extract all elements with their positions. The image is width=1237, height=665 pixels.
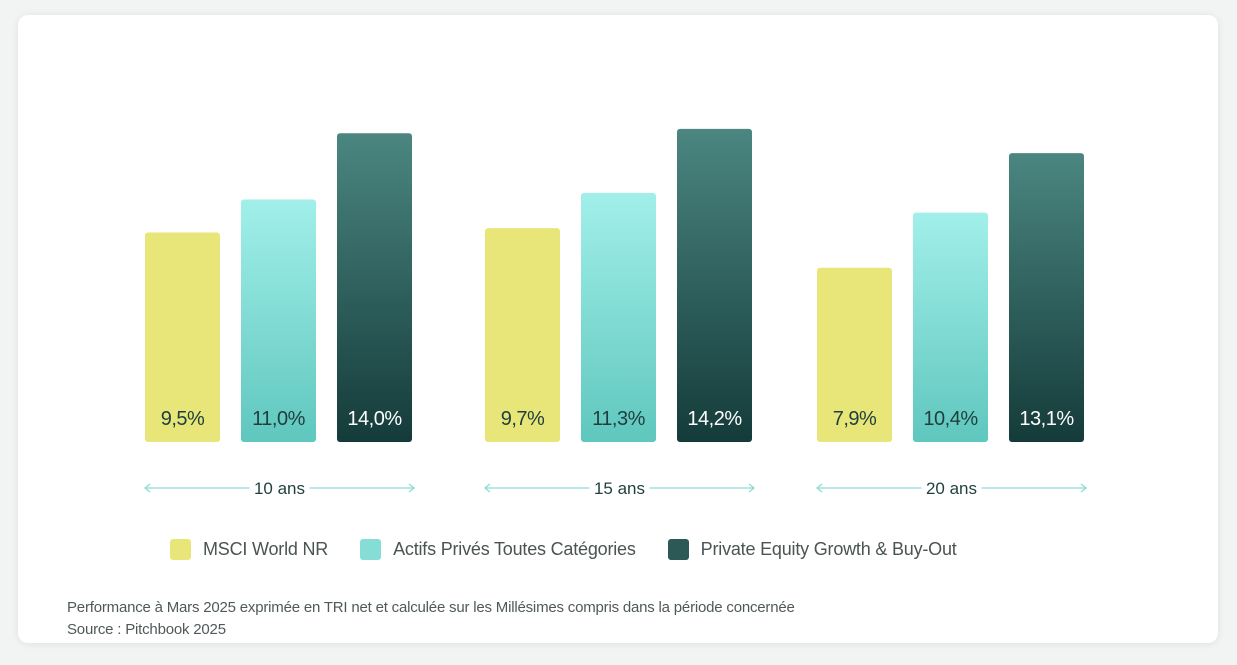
bar-private-equity-growth-buy-out-20-ans — [1009, 153, 1084, 442]
bar-label-msci-world-nr-20-ans: 7,9% — [833, 408, 877, 430]
bar-actifs-prives-toutes-categories-10-ans — [241, 199, 316, 442]
footnote: Performance à Mars 2025 exprimée en TRI … — [67, 597, 795, 641]
bar-private-equity-growth-buy-out-10-ans — [337, 133, 412, 443]
bar-label-private-equity-growth-buy-out-20-ans: 13,1% — [1019, 408, 1074, 430]
legend-item-actifs-prives: Actifs Privés Toutes Catégories — [360, 539, 636, 560]
arrow-head-left-20-ans — [815, 483, 823, 493]
bar-label-private-equity-growth-buy-out-10-ans: 14,0% — [347, 408, 402, 430]
period-label-10-ans: 10 ans — [254, 479, 305, 498]
legend-item-msci: MSCI World NR — [170, 539, 328, 560]
footnote-source: Source : Pitchbook 2025 — [67, 621, 226, 638]
bar-msci-world-nr-15-ans — [485, 228, 560, 442]
legend-swatch-msci — [170, 539, 191, 560]
bar-msci-world-nr-10-ans — [145, 232, 220, 442]
arrow-head-left-15-ans — [483, 483, 491, 493]
bar-label-actifs-prives-toutes-categories-10-ans: 11,0% — [252, 408, 305, 430]
bar-msci-world-nr-20-ans — [817, 267, 892, 442]
bar-actifs-prives-toutes-categories-20-ans — [913, 212, 988, 442]
bar-label-msci-world-nr-10-ans: 9,5% — [161, 408, 205, 430]
legend-item-private-equity: Private Equity Growth & Buy-Out — [667, 539, 957, 560]
arrow-head-right-15-ans — [748, 483, 756, 493]
legend-label-private-equity: Private Equity Growth & Buy-Out — [700, 539, 957, 559]
period-label-15-ans: 15 ans — [594, 479, 645, 498]
bar-actifs-prives-toutes-categories-15-ans — [581, 192, 656, 442]
period-label-20-ans: 20 ans — [926, 479, 977, 498]
bar-label-msci-world-nr-15-ans: 9,7% — [501, 408, 545, 430]
legend-swatch-actifs-prives — [360, 539, 382, 560]
bar-chart: 9,5% 11,0% 14,0% 9,7% 11,3% 14,2% 7,9% 10,4% 13,… — [143, 128, 1088, 498]
footnote-performance: Performance à Mars 2025 exprimée en TRI … — [67, 599, 795, 616]
legend-label-msci: MSCI World NR — [203, 539, 329, 559]
arrow-head-right-20-ans — [1080, 483, 1088, 493]
bar-private-equity-growth-buy-out-15-ans — [677, 128, 752, 442]
bar-label-private-equity-growth-buy-out-15-ans: 14,2% — [687, 408, 742, 430]
legend-label-actifs-prives: Actifs Privés Toutes Catégories — [393, 539, 636, 559]
arrow-head-right-10-ans — [408, 483, 416, 493]
chart-card: 9,5% 11,0% 14,0% 9,7% 11,3% 14,2% 7,9% 10,4% 13,… — [18, 15, 1218, 643]
arrow-head-left-10-ans — [143, 483, 151, 493]
bar-label-actifs-prives-toutes-categories-20-ans: 10,4% — [923, 408, 978, 430]
legend-swatch-private-equity — [667, 539, 689, 560]
legend: MSCI World NR Actifs Privés Toutes Catég… — [170, 539, 989, 560]
bar-label-actifs-prives-toutes-categories-15-ans: 11,3% — [592, 408, 645, 430]
